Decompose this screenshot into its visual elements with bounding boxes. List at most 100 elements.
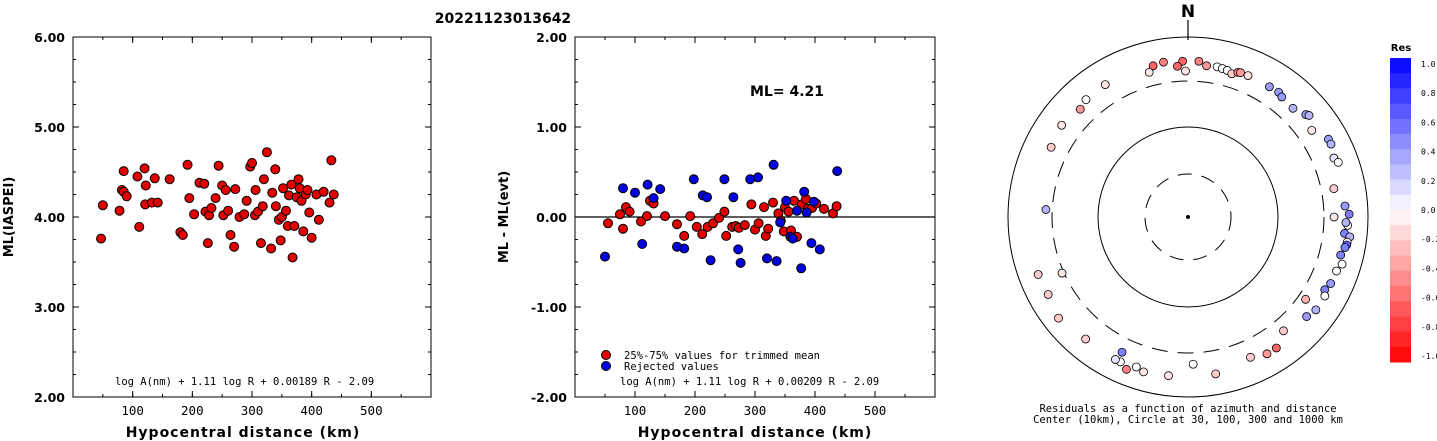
colorbar-cell: [1390, 316, 1411, 333]
x-tick-label: 400: [300, 403, 323, 418]
data-point: [618, 223, 628, 234]
residual-point: [1164, 371, 1173, 381]
data-point: [225, 230, 236, 240]
data-point: [302, 185, 313, 195]
residual-point: [1173, 61, 1182, 71]
y-axis-label-1: ML(IASPEI): [2, 177, 17, 258]
data-point: [275, 235, 286, 246]
data-point: [624, 206, 635, 217]
data-point: [304, 207, 315, 218]
residual-point: [1279, 326, 1288, 336]
data-point: [261, 147, 272, 158]
colorbar-cell: [1390, 118, 1411, 135]
x-tick-label: 200: [684, 403, 707, 418]
data-point: [679, 243, 690, 254]
data-point: [728, 192, 739, 203]
colorbar-cell: [1390, 225, 1411, 241]
data-point: [787, 233, 798, 244]
data-point: [753, 172, 763, 183]
data-point: [114, 205, 125, 216]
residual-point: [1246, 352, 1255, 362]
north-label: N: [1181, 2, 1195, 22]
colorbar-cell: [1390, 194, 1411, 211]
data-point: [615, 209, 625, 220]
colorbar-cell: [1390, 73, 1411, 89]
residual-point: [1033, 270, 1043, 279]
data-point: [796, 263, 807, 274]
data-point: [306, 232, 317, 243]
residual-point: [1311, 305, 1321, 315]
points-1: [96, 147, 339, 263]
data-point: [164, 174, 175, 185]
colorbar-cell: [1390, 346, 1411, 363]
data-point: [702, 192, 712, 203]
residual-point: [1100, 80, 1110, 90]
data-point: [289, 221, 300, 231]
colorbar-tick-label: 0.4: [1421, 148, 1436, 157]
residual-point: [1332, 266, 1341, 276]
data-point: [239, 209, 250, 220]
data-point: [719, 206, 730, 217]
data-point: [220, 185, 231, 195]
data-point: [814, 244, 825, 255]
data-point: [250, 185, 261, 195]
data-point: [679, 230, 690, 241]
residual-point: [1111, 355, 1120, 364]
data-point: [140, 180, 151, 191]
colorbar-cell: [1390, 240, 1411, 257]
data-point: [324, 197, 335, 208]
data-point: [685, 211, 696, 222]
residual-point: [1340, 243, 1350, 252]
legend: 25%-75% values for trimmed mean Rejected…: [601, 350, 820, 373]
data-point: [97, 200, 108, 211]
data-point: [733, 244, 744, 255]
data-point: [801, 207, 812, 218]
axes-2: -2.00 -1.00 0.00 1.00 2.00 100 200 300 400 500: [531, 30, 936, 418]
residual-point: [1329, 212, 1339, 222]
data-point: [642, 179, 653, 190]
data-point: [819, 203, 829, 214]
data-point: [721, 230, 732, 241]
y-tick-label: 4.00: [34, 210, 65, 225]
formula-1: log A(nm) + 1.11 log R + 0.00189 R - 2.0…: [115, 376, 374, 388]
data-point: [281, 205, 292, 216]
data-point: [739, 220, 750, 231]
data-point: [199, 178, 210, 189]
data-point: [96, 233, 107, 244]
data-point: [768, 159, 779, 170]
residual-point: [1320, 291, 1330, 301]
colorbar-tick-label: -0.2: [1421, 235, 1437, 244]
ring-300km: [1051, 80, 1325, 354]
x-tick-label: 100: [121, 403, 144, 418]
colorbar-cell: [1390, 331, 1411, 348]
colorbar-cell: [1390, 164, 1411, 181]
data-point: [705, 255, 716, 266]
data-point: [600, 251, 610, 262]
data-point: [660, 211, 670, 222]
data-point: [184, 193, 195, 204]
legend-label-rejected: Rejected values: [624, 361, 719, 373]
x-tick-label: 100: [624, 403, 647, 418]
residual-point: [1081, 334, 1091, 344]
residual-point: [1054, 313, 1063, 323]
data-point: [267, 187, 278, 198]
panel-ml-residual: -2.00 -1.00 0.00 1.00 2.00 100 200 300 400 500 ML…: [497, 30, 936, 441]
data-point: [799, 186, 810, 197]
data-point: [313, 214, 324, 225]
y-tick-label: 0.00: [536, 210, 567, 225]
data-point: [637, 239, 648, 249]
colorbar-cell: [1390, 149, 1411, 165]
residual-point: [1243, 71, 1253, 81]
data-point: [326, 155, 337, 166]
data-point: [182, 159, 193, 170]
points-3: [1033, 56, 1355, 381]
x-tick-label: 300: [241, 403, 264, 418]
residual-point: [1326, 279, 1336, 288]
data-point: [202, 238, 213, 249]
residual-point: [1302, 312, 1312, 321]
colorbar-cell: [1390, 270, 1411, 287]
data-point: [642, 211, 652, 222]
panel-azimuth-residuals: N Residuals as a function of azimuth and…: [1007, 2, 1437, 426]
residual-point: [1075, 104, 1085, 114]
